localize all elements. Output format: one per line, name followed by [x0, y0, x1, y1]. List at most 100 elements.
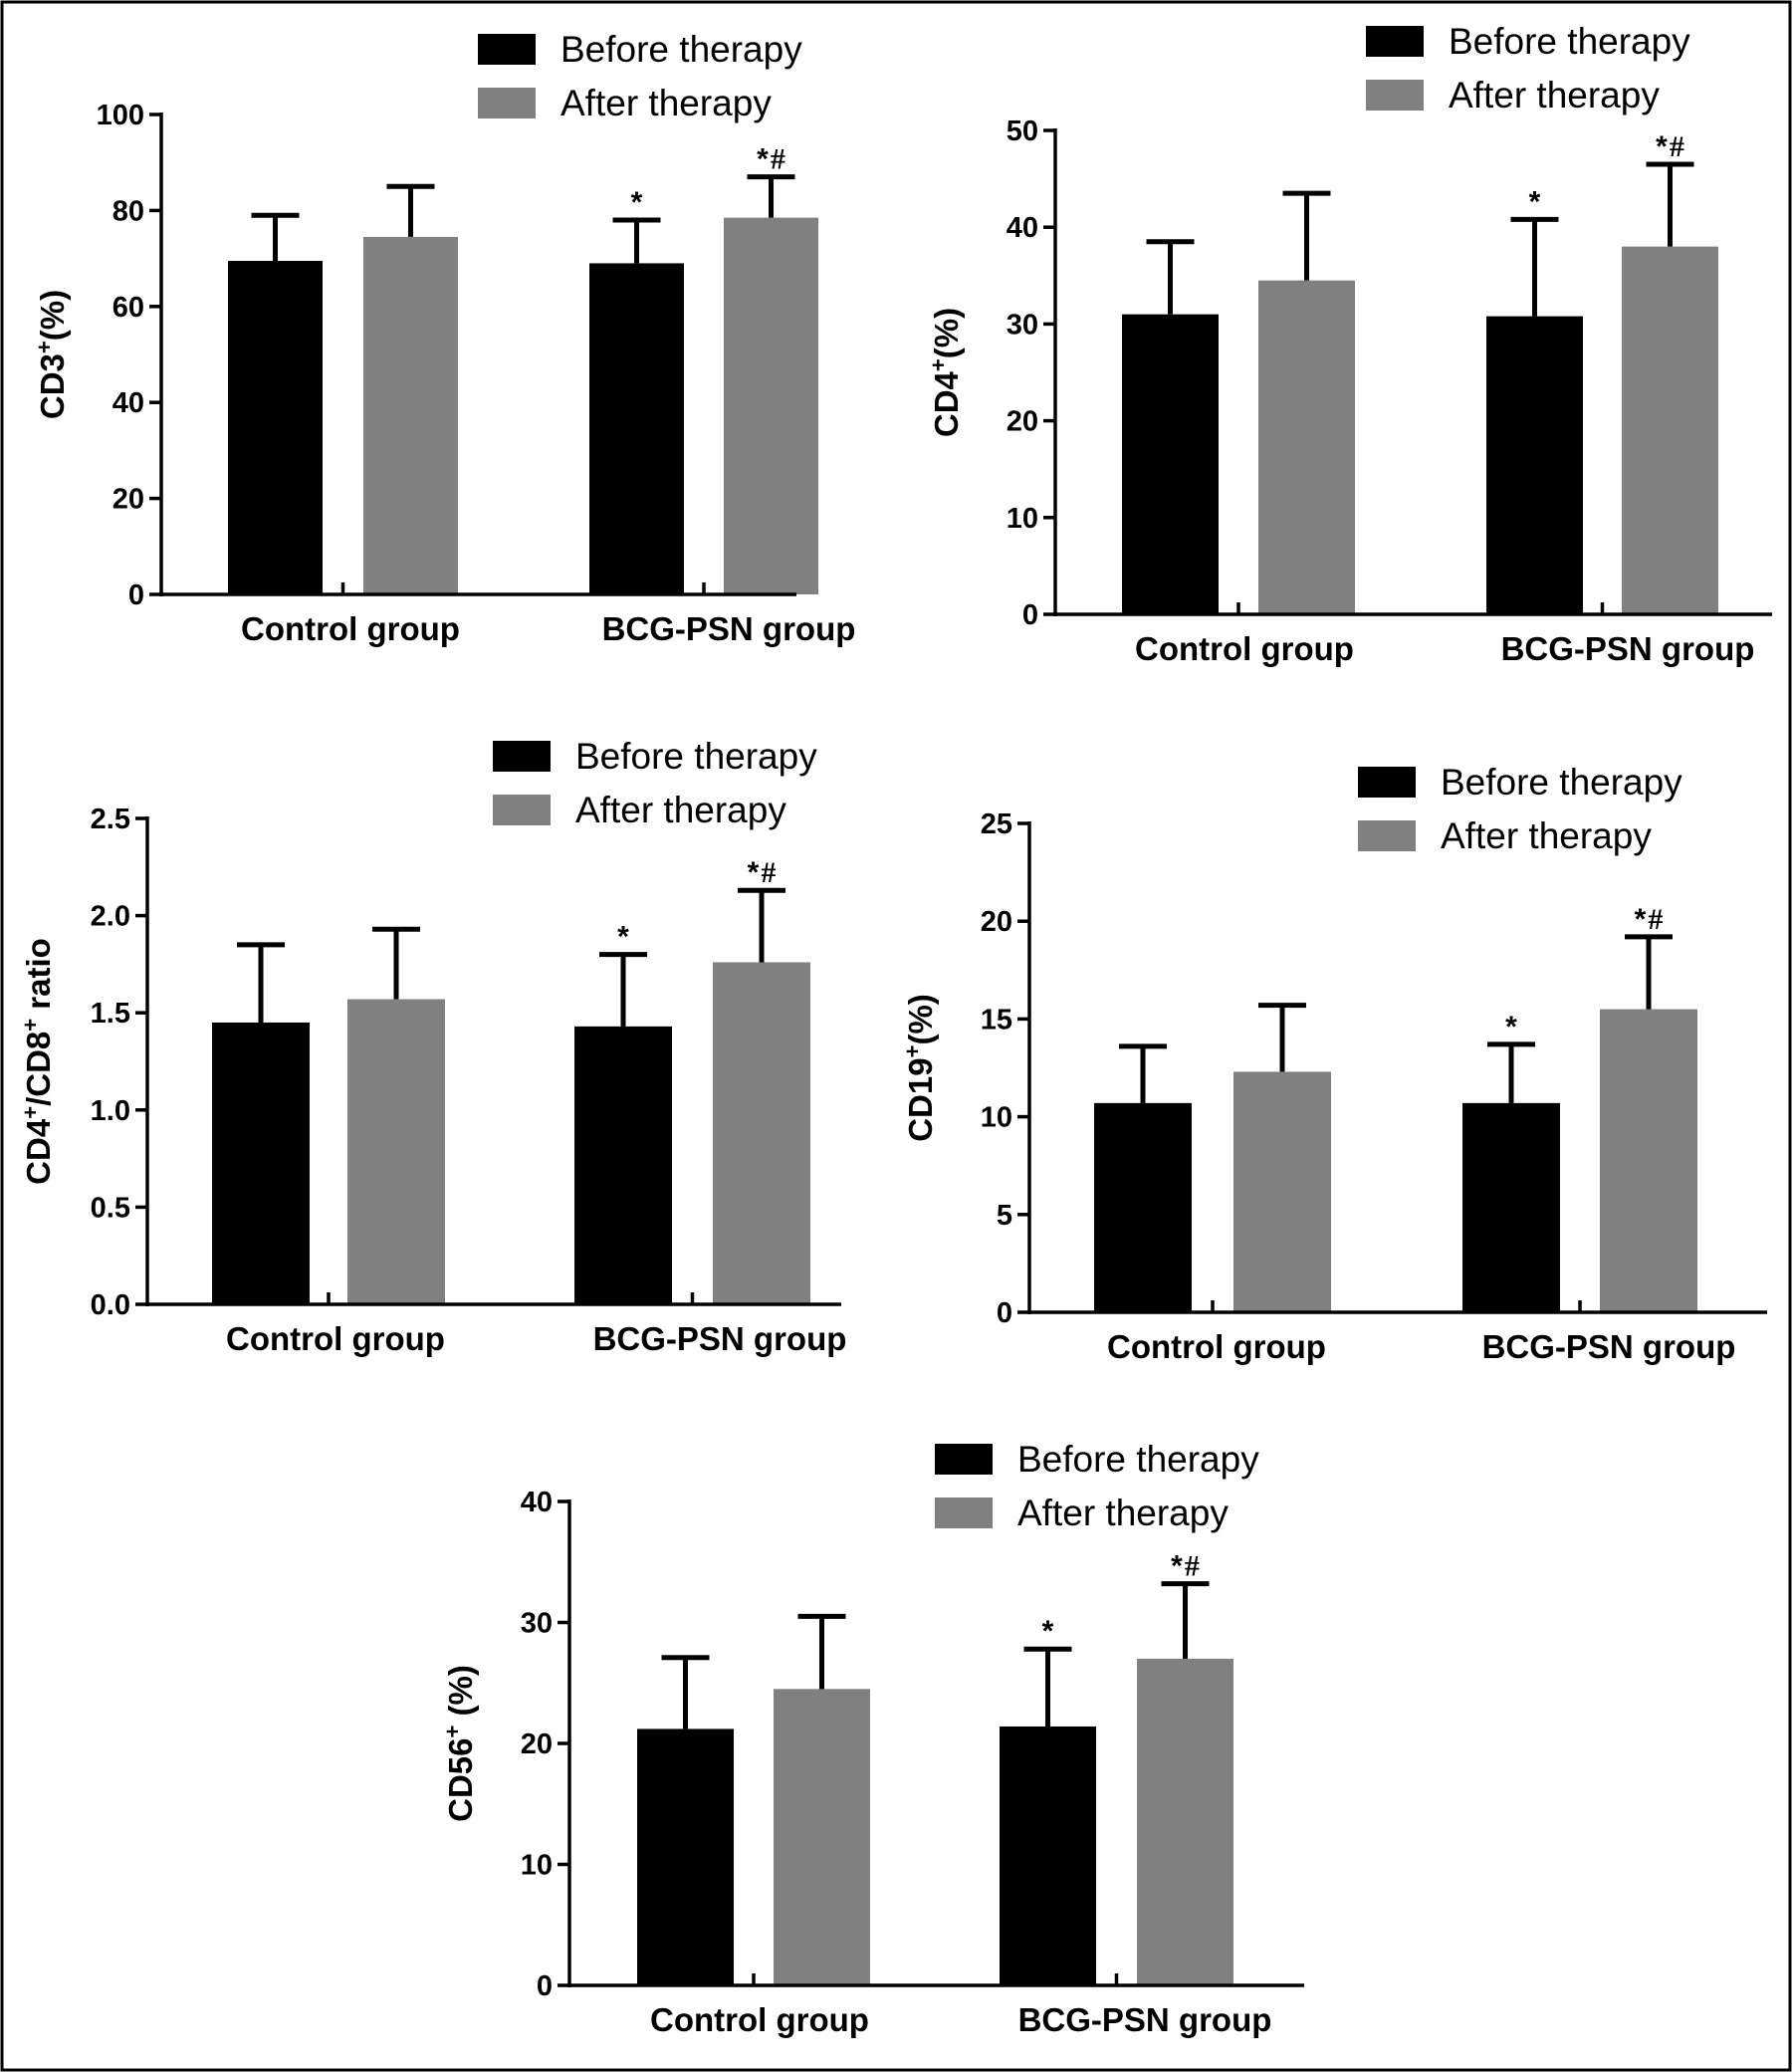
- bar: [212, 1022, 310, 1304]
- legend-swatch: [1366, 26, 1424, 57]
- legend-label: Before therapy: [560, 29, 802, 70]
- bar: [1600, 1009, 1697, 1312]
- y-tick-label: 1.0: [91, 1095, 130, 1127]
- y-tick-label: 30: [1007, 309, 1038, 341]
- significance-marker: *#: [1171, 1550, 1200, 1583]
- category-label: Control group: [1135, 630, 1354, 667]
- y-tick-label: 40: [1007, 212, 1038, 244]
- legend-label: After therapy: [1017, 1493, 1229, 1533]
- bar: [774, 1689, 870, 1985]
- bar: [1233, 1071, 1331, 1312]
- category-label: Control group: [241, 610, 460, 647]
- legend-swatch: [478, 34, 536, 65]
- legend-label: Before therapy: [575, 736, 817, 777]
- legend-label: Before therapy: [1017, 1439, 1259, 1480]
- legend: Before therapy After therapy: [493, 736, 817, 830]
- y-tick-label: 40: [521, 1487, 553, 1518]
- legend-swatch: [493, 795, 551, 825]
- panel-2: Before therapy After therapy * *# 0 10 20 30 40 5…: [926, 21, 1772, 667]
- bar: [1258, 280, 1355, 614]
- y-tick-label: 0: [997, 1297, 1012, 1329]
- y-tick-label: 80: [112, 195, 144, 227]
- bar: [1486, 316, 1583, 614]
- bar: [228, 261, 323, 594]
- y-tick-label: 1.5: [91, 998, 130, 1030]
- category-label: Control group: [226, 1320, 445, 1357]
- category-label: BCG-PSN group: [1501, 630, 1755, 667]
- y-tick-label: 40: [112, 387, 144, 419]
- y-tick-label: 0: [537, 1970, 553, 2002]
- y-tick-label: 15: [981, 1004, 1012, 1036]
- legend-swatch: [1358, 767, 1416, 798]
- legend-label: After therapy: [1441, 815, 1652, 856]
- y-tick-label: 20: [981, 906, 1012, 938]
- significance-marker: *: [1529, 185, 1541, 218]
- category-label: BCG-PSN group: [602, 610, 856, 647]
- category-label: BCG-PSN group: [1482, 1328, 1736, 1365]
- y-axis-label: CD56+ (%): [440, 1665, 479, 1822]
- y-tick-label: 25: [981, 808, 1012, 840]
- legend-label: Before therapy: [1449, 21, 1690, 62]
- y-tick-label: 30: [521, 1608, 553, 1640]
- bar: [724, 217, 818, 594]
- bar: [637, 1728, 734, 1985]
- legend-swatch: [478, 88, 536, 118]
- legend: Before therapy After therapy: [478, 29, 802, 123]
- y-tick-label: 0: [1022, 599, 1038, 631]
- legend-label: After therapy: [575, 790, 786, 830]
- y-axis-label: CD4+(%): [926, 308, 965, 437]
- bar: [1122, 314, 1219, 614]
- y-tick-label: 5: [997, 1200, 1012, 1232]
- legend-swatch: [1366, 80, 1424, 111]
- y-tick-label: 10: [981, 1102, 1012, 1134]
- legend-label: Before therapy: [1441, 762, 1682, 803]
- panel-3: Before therapy After therapy * *# 0.0 0.5 1.0 1…: [18, 736, 846, 1357]
- legend: Before therapy After therapy: [1358, 762, 1682, 856]
- panel-1: Before therapy After therapy * *# 0 20 40 60 80 1…: [32, 29, 855, 647]
- legend-label: After therapy: [1449, 75, 1660, 115]
- legend-swatch: [935, 1497, 993, 1528]
- bar: [589, 263, 684, 594]
- panel-5: Before therapy After therapy * *# 0 10 20 30 40 C…: [440, 1439, 1304, 2038]
- legend-swatch: [935, 1444, 993, 1475]
- bar: [574, 1026, 672, 1304]
- y-tick-label: 0: [128, 579, 144, 611]
- legend-swatch: [1358, 820, 1416, 851]
- bar: [1622, 246, 1718, 614]
- legend: Before therapy After therapy: [1366, 21, 1690, 115]
- significance-marker: *: [617, 921, 629, 954]
- y-tick-label: 0.0: [91, 1289, 130, 1321]
- panel-4: Before therapy After therapy * *# 0 5 10 15 20 25…: [900, 762, 1767, 1365]
- y-axis-label: CD19+(%): [900, 994, 939, 1142]
- category-label: BCG-PSN group: [1018, 2001, 1272, 2038]
- category-label: Control group: [650, 2001, 869, 2038]
- bar: [713, 962, 810, 1304]
- y-tick-label: 10: [521, 1850, 553, 1882]
- category-label: Control group: [1107, 1328, 1326, 1365]
- significance-marker: *#: [1656, 130, 1684, 163]
- y-tick-label: 0.5: [91, 1192, 130, 1224]
- significance-marker: *#: [748, 856, 777, 889]
- bar: [347, 999, 445, 1304]
- bar: [1137, 1658, 1233, 1985]
- y-axis-label: CD3+(%): [32, 290, 71, 419]
- y-axis-label: CD4+/CD8+ ratio: [18, 938, 57, 1185]
- bar: [1462, 1102, 1560, 1312]
- bar: [1000, 1726, 1096, 1985]
- y-tick-label: 10: [1007, 503, 1038, 535]
- y-tick-label: 20: [1007, 406, 1038, 438]
- category-label: BCG-PSN group: [593, 1320, 847, 1357]
- significance-marker: *#: [1635, 903, 1664, 936]
- y-tick-label: 20: [112, 484, 144, 516]
- bar: [363, 236, 458, 594]
- significance-marker: *: [1505, 1011, 1517, 1043]
- y-tick-label: 20: [521, 1728, 553, 1760]
- significance-marker: *#: [757, 143, 785, 176]
- legend-swatch: [493, 741, 551, 772]
- y-tick-label: 50: [1007, 115, 1038, 147]
- legend: Before therapy After therapy: [935, 1439, 1259, 1533]
- y-tick-label: 100: [97, 100, 144, 131]
- significance-marker: *: [1042, 1615, 1054, 1648]
- y-tick-label: 2.5: [91, 804, 130, 835]
